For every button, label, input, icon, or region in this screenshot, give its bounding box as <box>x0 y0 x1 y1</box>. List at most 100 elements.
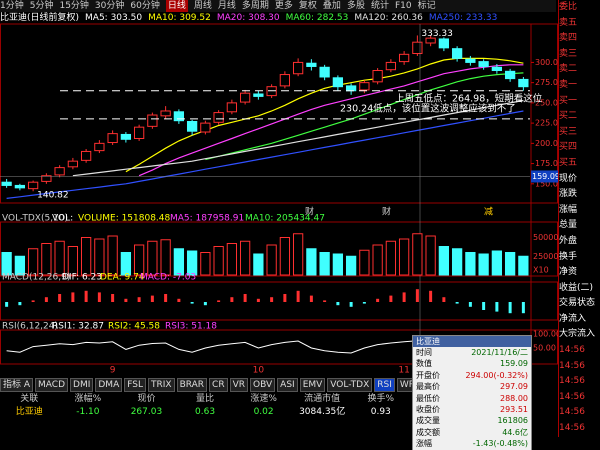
candle-body <box>213 112 224 123</box>
volume-legend: VOL: <box>52 214 73 224</box>
popup-row: 时间 2021/11/16/二 <box>413 347 531 358</box>
candle-body <box>120 133 132 140</box>
candle-body <box>239 92 251 103</box>
side-label: 净资 <box>559 267 578 278</box>
volume-bar <box>359 249 370 276</box>
tab[interactable]: RSI <box>374 378 395 392</box>
candle-body <box>27 181 39 190</box>
toolbar-item[interactable]: 叠加 <box>322 1 341 11</box>
tab[interactable]: EMV <box>299 378 326 392</box>
tab[interactable]: CR <box>209 378 228 392</box>
candle-body <box>491 66 503 72</box>
toolbar-item[interactable]: 60分钟 <box>130 1 160 11</box>
tab[interactable]: DMI <box>70 378 94 392</box>
popup-key: 数值 <box>416 359 432 369</box>
candle-body <box>385 61 397 71</box>
toolbar-item[interactable]: 15分钟 <box>59 1 89 11</box>
toolbar-item[interactable]: 标记 <box>417 1 436 11</box>
quote-cell: 比亚迪 <box>15 407 43 417</box>
popup-value: 44.6亿 <box>502 427 528 437</box>
rsi-legend: RSI2: 45.58 <box>108 322 160 332</box>
toolbar-item[interactable]: 多周期 <box>241 1 269 11</box>
volume-bar <box>518 255 529 276</box>
candle-body <box>412 41 423 55</box>
panel-frame <box>0 23 558 204</box>
candle-body <box>345 85 357 92</box>
tab[interactable]: BRAR <box>176 378 208 392</box>
quote-table: 关联 涨幅% 现价 量比 涨速% 流通市值 换手% 比亚迪 -1.10 267.03 0.63 0.… <box>0 393 410 419</box>
candle-body <box>200 122 211 133</box>
tab[interactable]: OBV <box>250 378 276 392</box>
toolbar-item[interactable]: 周线 <box>193 1 212 11</box>
legend-item: MA20: 308.30 <box>216 13 280 23</box>
date-label: 9 <box>110 366 116 376</box>
popup-key: 涨幅 <box>416 439 432 449</box>
rsi-legend: RSI1: 32.87 <box>52 322 104 332</box>
popup-value: 297.09 <box>500 382 528 392</box>
ma-line <box>6 110 524 199</box>
volume-legend: VOLUME: 151808.48 <box>78 214 171 224</box>
date-label: 11 <box>398 366 409 376</box>
volume-bar <box>120 252 132 276</box>
volume-bar <box>54 240 65 276</box>
toolbar-item[interactable]: 更多 <box>274 1 293 11</box>
legend-item: MA120: 260.36 <box>354 13 423 23</box>
toolbar-item[interactable]: 1分钟 <box>0 1 24 11</box>
side-label: 涨幅 <box>559 204 578 215</box>
side-label: 涨跌 <box>559 189 578 200</box>
tab[interactable]: DMA <box>95 378 123 392</box>
volume-bar <box>425 235 436 276</box>
tab[interactable]: 指标 A <box>0 378 34 392</box>
rsi-legend: RSI3: 51.18 <box>165 322 217 332</box>
event-flag: 财 <box>305 206 314 218</box>
macd-legend: DIF: 6.23 <box>62 273 102 283</box>
quote-header-cell: 涨速% <box>250 394 277 404</box>
quote-header-cell: 关联 <box>20 394 39 404</box>
tab[interactable]: FSL <box>124 378 146 392</box>
volume-bar <box>226 243 238 276</box>
toolbar-item[interactable]: 30分钟 <box>94 1 125 11</box>
tab[interactable]: VR <box>229 378 249 392</box>
tab[interactable]: VOL-TDX <box>327 378 373 392</box>
toolbar-item[interactable]: F10 <box>394 1 412 11</box>
popup-row: 成交额 44.6亿 <box>413 427 531 438</box>
quote-cell: -1.10 <box>76 407 100 417</box>
quote-header-cell: 量比 <box>196 394 215 404</box>
volume-bar <box>160 239 171 276</box>
popup-row: 最低价 288.00 <box>413 393 531 404</box>
candle-body <box>425 37 436 44</box>
tab[interactable]: MACD <box>35 378 69 392</box>
legend-item: MA5: 303.50 <box>85 13 143 23</box>
tab[interactable]: TRIX <box>147 378 175 392</box>
toolbar-item[interactable]: 5分钟 <box>29 1 54 11</box>
side-label: 收益(二) <box>559 282 594 293</box>
quote-row: 比亚迪 -1.10 267.03 0.63 0.02 3084.35亿 0.93 <box>0 406 410 419</box>
volume-bar <box>306 248 317 276</box>
side-label: 买二 <box>559 111 578 122</box>
y-tick-label: 300.00 <box>535 58 558 67</box>
side-label: 买四 <box>559 142 578 153</box>
tab[interactable]: ASI <box>277 378 298 392</box>
popup-key: 收盘价 <box>416 405 440 415</box>
toolbar-item[interactable]: 日线 <box>165 0 188 12</box>
popup-key: 开盘价 <box>416 370 440 380</box>
ma-legend: 比亚迪(日线前复权) MA5: 303.50 MA10: 309.52 MA20: 3… <box>0 12 497 24</box>
candle-body <box>292 61 304 75</box>
toolbar-item[interactable]: 多股 <box>346 1 365 11</box>
side-label: 买一 <box>559 95 578 106</box>
volume-bar <box>200 252 211 276</box>
candle-body <box>306 62 317 67</box>
volume-bar <box>173 248 185 276</box>
candle-body <box>94 142 105 152</box>
y-tick-label: 50000 <box>533 233 558 242</box>
volume-bar <box>94 238 105 276</box>
volume-bar <box>372 244 383 276</box>
volume-bar <box>504 252 516 276</box>
toolbar-item[interactable]: 月线 <box>217 1 236 11</box>
volume-bar <box>332 253 344 276</box>
toolbar-item[interactable]: 统计 <box>370 1 389 11</box>
side-panel: 委比 卖五 卖四 卖三 卖二 卖一 买一 买二 买三 买四 买五 现价 涨跌 涨幅 总量 外盘 换手 净资 收益(二… <box>558 0 600 437</box>
toolbar-item[interactable]: 复权 <box>298 1 317 11</box>
candle-body <box>173 111 185 122</box>
